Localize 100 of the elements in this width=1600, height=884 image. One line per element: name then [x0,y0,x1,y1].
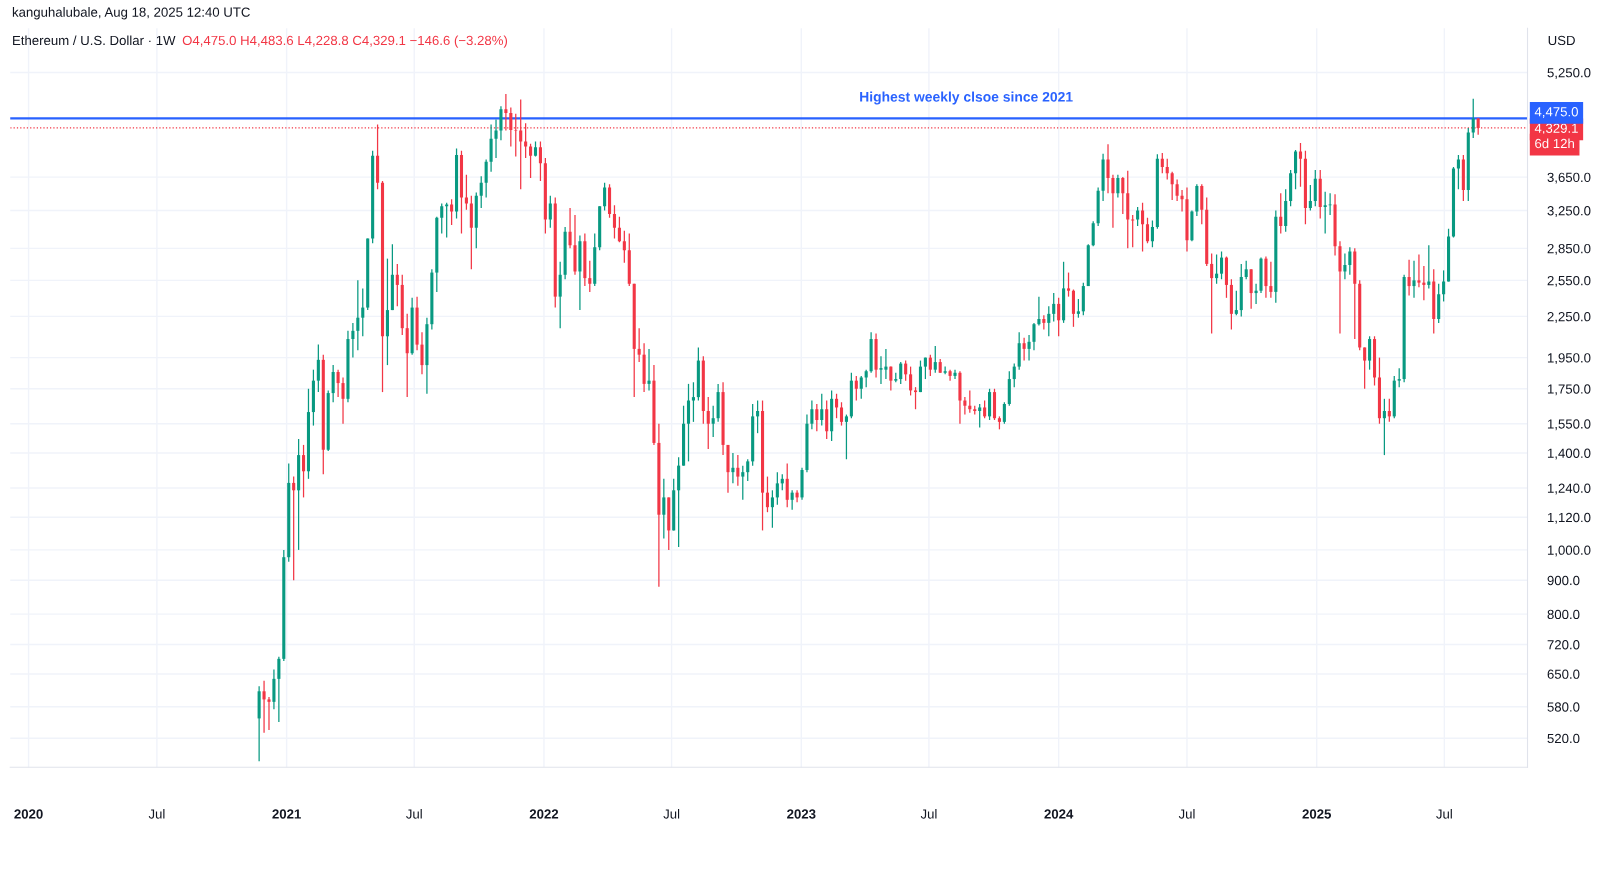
x-tick-label: Jul [148,808,165,819]
candlestick [810,399,814,430]
candlestick [854,375,858,402]
candlestick [1116,174,1120,199]
text: USD [1548,35,1575,46]
candlestick [395,263,399,307]
candlestick [741,465,745,501]
candlestick [440,202,444,235]
candlestick [1165,158,1169,181]
candlestick [336,369,340,398]
candlestick [499,105,503,141]
candlestick [267,696,271,731]
y-tick-label: 5,250.0 [1547,68,1591,79]
candlestick [637,327,641,363]
candlestick [859,375,863,400]
candlestick [1170,171,1174,201]
candlestick [479,175,483,209]
candlestick [928,354,932,377]
candlestick [262,680,266,734]
ref-line-label: Highest weekly clsoe since 2021 [860,91,1073,105]
x-tick-label: Jul [406,808,422,819]
y-tick-label: 580.0 [1547,702,1580,712]
candlestick [711,405,715,438]
candlestick [1032,322,1036,351]
candlestick [899,361,903,385]
candlestick [1244,260,1248,280]
y-tick-label: 2,550.0 [1547,275,1591,287]
candlestick [568,207,572,249]
annotation: O4,475.0 H4,483.6 L4,228.8 C4,329.1 −146.6 (−3.28%) [182,35,508,48]
candlestick [1052,292,1056,323]
candlestick [361,287,365,337]
candlestick [785,462,789,508]
x-tick-label: 2020 [14,809,43,819]
y-tick-label: 520.0 [1547,733,1580,744]
candlestick [1037,296,1041,327]
candlestick [445,202,449,239]
candlestick [1047,305,1051,337]
candlestick [1269,261,1273,299]
candlestick [603,182,607,212]
candlestick [277,656,281,723]
candlestick [1017,331,1021,371]
candlestick [1219,250,1224,280]
candlestick [1471,98,1475,139]
candlestick [558,261,562,329]
candlestick [331,364,335,403]
candlestick [617,216,621,243]
candlestick [1160,152,1164,174]
candlestick [420,331,424,375]
candlestick [588,260,592,293]
candlestick [1323,191,1327,235]
candlestick [943,365,947,375]
candlestick [1145,217,1150,244]
candlestick [1066,271,1071,298]
candlestick [464,174,468,211]
candlestick [1442,269,1446,303]
candlestick [746,458,750,482]
candlestick [904,359,908,382]
candlestick [1091,220,1095,247]
y-tick-label: 2,850.0 [1547,243,1591,255]
candlestick [351,322,355,359]
candlestick [356,279,360,351]
candlestick [489,123,493,173]
candlestick [1121,176,1125,215]
y-tick-label: 1,240.0 [1547,483,1591,495]
y-tick-label: 1,950.0 [1547,353,1591,365]
candlestick [1141,202,1145,253]
text: kanguhalubale, Aug 18, 2025 12:40 UTC [12,7,250,20]
y-tick-label: 1,000.0 [1547,545,1591,557]
candlestick [1343,252,1347,280]
candlestick [1180,189,1184,213]
candlestick [612,204,617,240]
candlestick [1071,288,1076,328]
candlestick [1368,335,1372,371]
y-tick-label: 1,400.0 [1547,448,1591,460]
y-tick-label: 1,120.0 [1547,512,1591,524]
x-tick-label: Jul [663,808,680,819]
candlestick [765,475,770,513]
x-tick-label: 2021 [272,809,301,819]
candlestick [1111,174,1115,229]
y-tick-label: 720.0 [1547,640,1580,650]
candlestick [909,365,913,397]
candlestick [1294,149,1298,190]
candlestick [686,383,691,462]
candlestick [1027,334,1031,362]
candlestick [1298,142,1303,188]
y-tick-label: 800.0 [1547,609,1580,620]
candlestick [978,403,982,429]
candlestick [1200,183,1204,225]
text: 4,329.1 [1534,123,1578,135]
candlestick [1412,260,1416,299]
candlestick [662,478,666,540]
candlestick [450,198,454,226]
candlestick [301,444,306,499]
candlestick [622,230,626,264]
candlestick [825,399,829,440]
candlestick [1308,184,1312,212]
candlestick [1210,252,1214,335]
candlestick [1348,246,1352,276]
candlestick [1328,192,1332,216]
candlestick [1363,346,1367,390]
